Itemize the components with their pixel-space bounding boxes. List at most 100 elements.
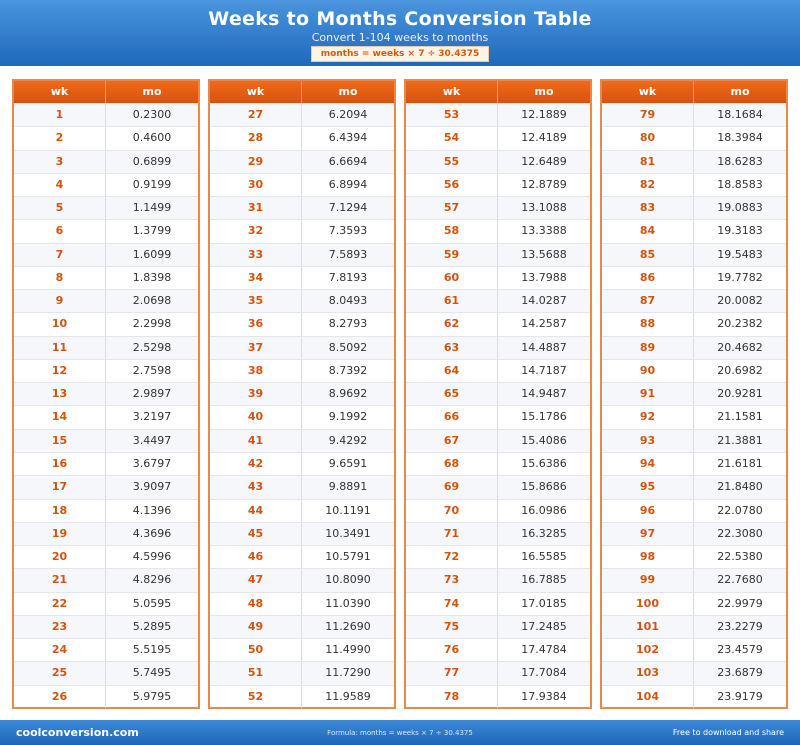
month-cell: 15.4086 [521,433,567,447]
table-row: 5 1.1499 [14,196,198,220]
week-cell: 30 [210,173,302,197]
week-cell: 53 [406,104,498,127]
month-cell: 19.5483 [717,247,763,261]
table-header: wk mo [14,81,198,103]
table-row: 4 0.9199 [14,172,198,197]
table-row: 47 10.8090 [210,568,394,592]
month-cell: 20.2382 [717,317,763,331]
table-row: 95 21.8480 [602,475,786,499]
table-row: 74 17.0185 [406,591,590,615]
month-cell: 13.1088 [521,201,567,215]
month-cell: 20.0082 [717,294,763,308]
month-cell: 9.4292 [328,433,368,447]
month-cell: 17.9384 [521,689,567,703]
column-header-weeks: wk [602,81,694,103]
month-cell: 11.9589 [325,689,371,703]
table-row: 9 2.0698 [14,289,198,313]
table-row: 25 5.7495 [14,661,198,685]
month-cell: 6.8994 [328,177,368,191]
table-row: 82 18.8583 [602,172,786,197]
month-cell: 6.6694 [328,154,368,168]
week-cell: 42 [210,452,302,476]
month-cell: 13.3388 [521,224,567,238]
week-cell: 45 [210,522,302,546]
week-cell: 63 [406,336,498,359]
week-cell: 78 [406,685,498,708]
month-cell: 4.3696 [132,526,172,540]
month-cell: 7.3593 [328,224,368,238]
month-cell: 10.8090 [325,573,371,587]
table-row: 73 16.7885 [406,568,590,592]
table-row: 8 1.8398 [14,265,198,290]
month-cell: 5.9795 [132,689,172,703]
week-cell: 82 [602,173,694,197]
week-cell: 28 [210,127,302,150]
table-row: 36 8.2793 [210,312,394,336]
week-cell: 92 [602,406,694,429]
month-cell: 11.7290 [325,666,371,680]
week-cell: 16 [14,452,106,476]
table-row: 38 8.7392 [210,358,394,383]
column-header-months: mo [338,85,358,98]
week-cell: 25 [14,662,106,685]
table-row: 55 12.6489 [406,149,590,173]
week-cell: 79 [602,104,694,127]
table-row: 69 15.8686 [406,475,590,499]
month-cell: 20.4682 [717,340,763,354]
table-row: 58 13.3388 [406,219,590,243]
week-cell: 21 [14,569,106,592]
table-row: 21 4.8296 [14,568,198,592]
table-row: 22 5.0595 [14,591,198,615]
week-cell: 103 [602,662,694,685]
table-row: 59 13.5688 [406,242,590,266]
table-row: 80 18.3984 [602,126,786,150]
page-header: Weeks to Months Conversion Table Convert… [0,0,800,66]
week-cell: 75 [406,615,498,639]
month-cell: 14.9487 [521,387,567,401]
month-cell: 13.5688 [521,247,567,261]
brand-link[interactable]: coolconversion.com [16,726,139,739]
table-row: 14 3.2197 [14,405,198,429]
week-cell: 54 [406,127,498,150]
column-header-months: mo [730,85,750,98]
week-cell: 29 [210,150,302,173]
week-cell: 88 [602,313,694,336]
month-cell: 21.6181 [717,456,763,470]
table-row: 1 0.2300 [14,103,198,127]
week-cell: 12 [14,359,106,383]
month-cell: 13.7988 [521,270,567,284]
table-row: 7 1.6099 [14,242,198,266]
table-row: 81 18.6283 [602,149,786,173]
table-row: 24 5.5195 [14,638,198,662]
table-row: 76 17.4784 [406,638,590,662]
week-cell: 70 [406,499,498,522]
table-row: 94 21.6181 [602,451,786,476]
table-row: 71 16.3285 [406,521,590,546]
month-cell: 0.4600 [132,131,172,145]
table-body: 53 12.1889 54 12.4189 55 12.6489 56 12.8789 57 13… [406,103,590,708]
week-cell: 91 [602,383,694,406]
table-row: 17 3.9097 [14,475,198,499]
month-cell: 4.1396 [132,503,172,517]
month-cell: 18.6283 [717,154,763,168]
week-cell: 7 [14,243,106,266]
table-row: 6 1.3799 [14,219,198,243]
month-cell: 7.5893 [328,247,368,261]
week-cell: 86 [602,266,694,290]
month-cell: 8.5092 [328,340,368,354]
week-cell: 5 [14,197,106,220]
table-header: wk mo [406,81,590,103]
week-cell: 57 [406,197,498,220]
conversion-table: wk mo 27 6.2094 28 6.4394 29 6.6694 30 6.8994 31 7.… [208,79,396,709]
month-cell: 18.3984 [717,131,763,145]
month-cell: 5.2895 [132,619,172,633]
week-cell: 40 [210,406,302,429]
month-cell: 10.1191 [325,503,371,517]
table-row: 3 0.6899 [14,149,198,173]
table-row: 60 13.7988 [406,265,590,290]
month-cell: 1.8398 [132,270,172,284]
week-cell: 99 [602,569,694,592]
table-row: 26 5.9795 [14,684,198,708]
share-note: Free to download and share [672,728,784,737]
table-row: 68 15.6386 [406,451,590,476]
